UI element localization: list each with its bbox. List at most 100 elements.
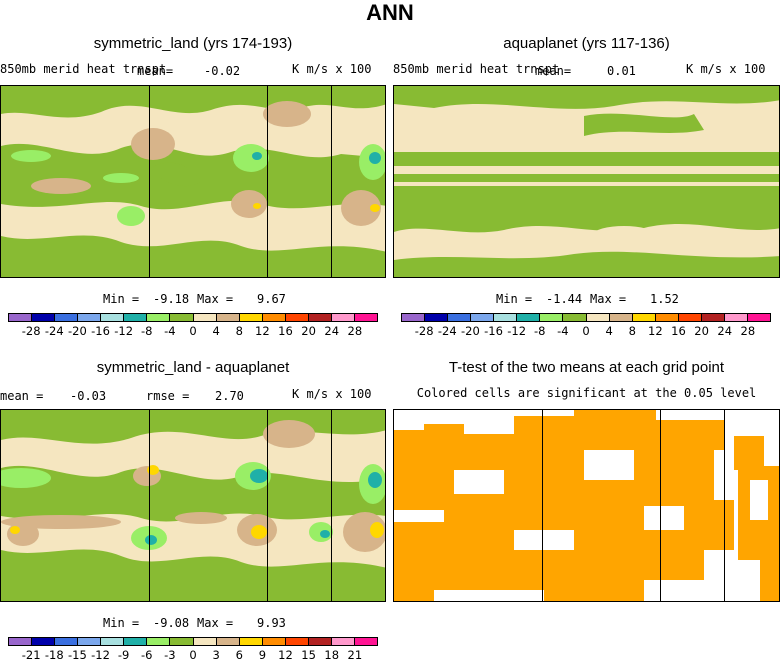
colorbar-swatch — [448, 314, 472, 321]
colorbar-swatch — [239, 314, 263, 321]
colorbar-swatch — [609, 314, 633, 321]
colorbar-swatch — [147, 314, 171, 321]
colorbar-swatch — [78, 314, 102, 321]
colorbar-swatch — [147, 638, 171, 645]
map-panel-aquaplanet — [393, 85, 780, 278]
colorbar-swatch — [170, 638, 194, 645]
p1-max-value: 9.67 — [257, 292, 286, 306]
colorbar-swatch — [285, 638, 309, 645]
colorbar-swatch — [9, 638, 33, 645]
colorbar-tick-label: -12 — [114, 324, 134, 338]
colorbar-tick-label: -8 — [534, 324, 546, 338]
colorbar-swatch — [216, 638, 240, 645]
p4-subtitle: Colored cells are significant at the 0.0… — [416, 386, 757, 400]
p1-max-label: Max = — [197, 292, 234, 306]
colorbar-tick-label: 16 — [278, 324, 293, 338]
colorbar-swatch — [331, 314, 355, 321]
colorbar-tick-label: -12 — [507, 324, 527, 338]
colorbar-swatch — [32, 638, 56, 645]
panel-title-ttest: T-test of the two means at each grid poi… — [448, 359, 725, 376]
colorbar-swatch — [55, 314, 79, 321]
colorbar-swatch — [55, 638, 79, 645]
colorbar-tick-label: 12 — [278, 648, 293, 662]
p3-rmse-label: rmse = — [146, 389, 190, 403]
p2-min-label: Min = — [496, 292, 533, 306]
p3-max-label: Max = — [197, 616, 234, 630]
colorbar-swatch — [701, 314, 725, 321]
colorbar-swatch — [216, 314, 240, 321]
colorbar-tick-label: -24 — [44, 324, 64, 338]
colorbar-tick-label: 15 — [301, 648, 316, 662]
p2-min-value: -1.44 — [546, 292, 583, 306]
colorbar-swatch — [262, 638, 286, 645]
p3-mean-value: -0.03 — [70, 389, 107, 403]
p3-max-value: 9.93 — [257, 616, 286, 630]
p3-min-value: -9.08 — [153, 616, 190, 630]
colorbar-tick-label: -15 — [67, 648, 87, 662]
colorbar-tick-label: -16 — [91, 324, 110, 338]
colorbar-swatch — [285, 314, 309, 321]
colorbar-swatch — [563, 314, 587, 321]
panel-title-symmetric-land: symmetric_land (yrs 174-193) — [93, 35, 293, 52]
colorbar-tick-label: 24 — [717, 324, 733, 338]
colorbar-tick-label: 3 — [212, 648, 220, 662]
colorbar-swatch — [517, 314, 541, 321]
colorbar-top-left — [8, 313, 378, 322]
colorbar-swatch — [193, 638, 217, 645]
colorbar-tick-label: 0 — [189, 648, 197, 662]
map-panel-ttest — [393, 409, 780, 602]
colorbar-tick-label: 6 — [235, 648, 243, 662]
colorbar-swatch — [632, 314, 656, 321]
colorbar-swatch — [425, 314, 449, 321]
colorbar-tick-label: -21 — [21, 648, 41, 662]
colorbar-swatch — [331, 638, 355, 645]
colorbar-swatch — [101, 314, 125, 321]
colorbar-swatch — [101, 638, 125, 645]
colorbar-tick-label: 18 — [324, 648, 340, 662]
colorbar-tick-label: -20 — [460, 324, 480, 338]
p1-units-label: K m/s x 100 — [292, 62, 372, 76]
colorbar-swatch — [402, 314, 426, 321]
colorbar-tick-label: 12 — [255, 324, 270, 338]
colorbar-swatch — [586, 314, 610, 321]
p3-units-label: K m/s x 100 — [292, 387, 372, 401]
colorbar-tick-label: -6 — [141, 648, 153, 662]
colorbar-tick-label: 12 — [648, 324, 663, 338]
page-title: ANN — [366, 0, 414, 25]
colorbar-swatch — [540, 314, 564, 321]
colorbar-swatch — [9, 314, 33, 321]
colorbar-ticks-top-right: -28 -24 -20 -16 -12 -8 -4 0 4 8 12 16 20 24 28 — [401, 324, 771, 338]
p2-variable-label: 850mb merid heat trnspt — [393, 62, 560, 76]
colorbar-tick-label: 9 — [258, 648, 267, 662]
colorbar-tick-label: -4 — [557, 324, 569, 338]
colorbar-top-right — [401, 313, 771, 322]
colorbar-swatch — [354, 314, 377, 321]
colorbar-tick-label: 4 — [605, 324, 613, 338]
colorbar-swatch — [678, 314, 702, 321]
colorbar-tick-label: -20 — [67, 324, 87, 338]
colorbar-tick-label: 28 — [740, 324, 756, 338]
colorbar-tick-label: 21 — [347, 648, 363, 662]
p3-mean-label: mean = — [0, 389, 44, 403]
p2-max-value: 1.52 — [650, 292, 679, 306]
colorbar-swatch — [308, 314, 332, 321]
colorbar-difference — [8, 637, 378, 646]
colorbar-tick-label: -12 — [91, 648, 110, 662]
colorbar-swatch — [239, 638, 263, 645]
p2-units-label: K m/s x 100 — [686, 62, 766, 76]
colorbar-swatch — [471, 314, 495, 321]
colorbar-tick-label: -28 — [21, 324, 41, 338]
p1-variable-label: 850mb merid heat trnspt — [0, 62, 167, 76]
colorbar-tick-label: 0 — [189, 324, 197, 338]
colorbar-tick-label: 24 — [324, 324, 340, 338]
map-panel-difference — [0, 409, 386, 602]
p3-min-label: Min = — [103, 616, 140, 630]
colorbar-swatch — [193, 314, 217, 321]
colorbar-tick-label: 8 — [235, 324, 243, 338]
colorbar-swatch — [262, 314, 286, 321]
p1-mean-value: -0.02 — [204, 64, 241, 78]
colorbar-tick-label: 4 — [212, 324, 220, 338]
colorbar-tick-label: 20 — [301, 324, 316, 338]
colorbar-tick-label: 0 — [582, 324, 590, 338]
p1-min-value: -9.18 — [153, 292, 190, 306]
